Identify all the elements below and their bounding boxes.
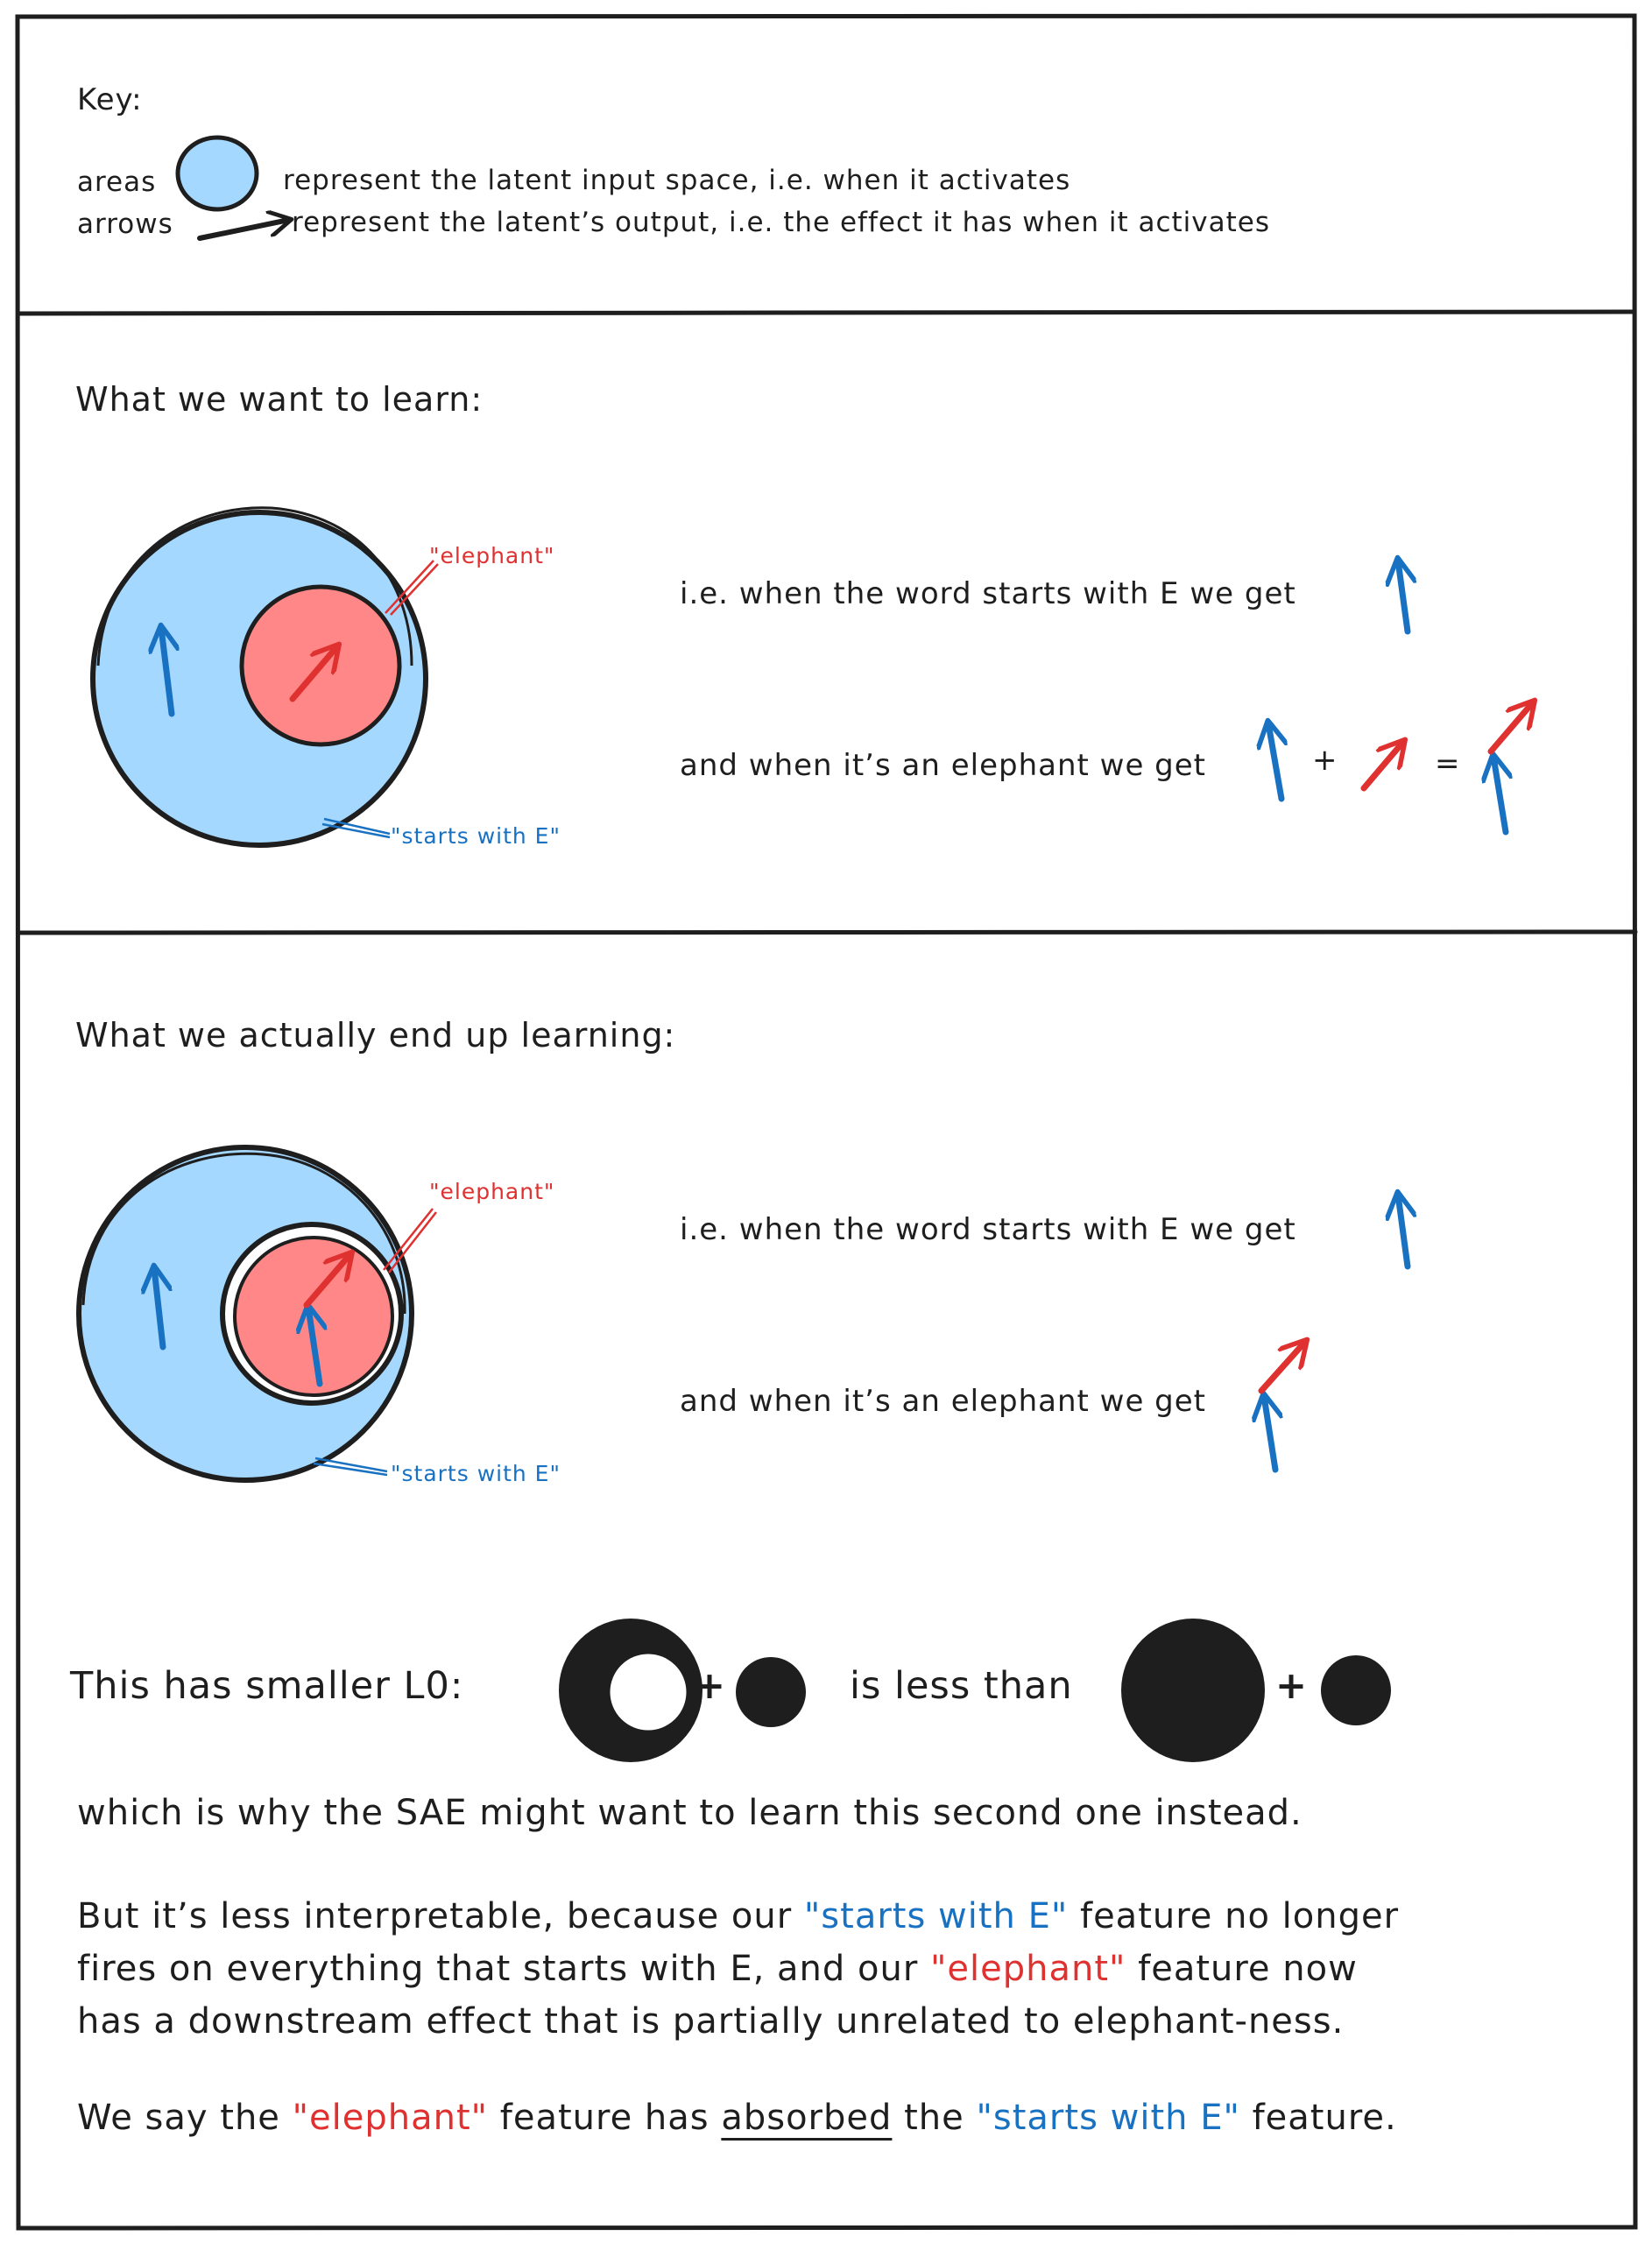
want-arrows <box>1268 561 1533 836</box>
p3-elephant: "elephant" <box>292 2098 489 2138</box>
l0-compare: is less than <box>850 1664 1073 1708</box>
key-area-icon <box>175 135 259 212</box>
blue-arrow <box>1268 723 1281 802</box>
starts-leader <box>321 817 391 839</box>
black-dot <box>1321 1655 1391 1725</box>
red-arrow <box>1360 742 1403 792</box>
l0-plus2: + <box>1275 1664 1309 1708</box>
want-heading: What we want to learn: <box>75 380 484 419</box>
elephant-area <box>233 1236 394 1397</box>
actual-starts-label: "starts with E" <box>391 1461 561 1486</box>
actual-line2: and when it’s an elephant we get <box>680 1384 1207 1419</box>
want-elephant-label: "elephant" <box>429 543 555 568</box>
key-title: Key: <box>77 82 143 117</box>
red-arrow <box>1487 702 1533 755</box>
blue-arrow <box>1398 1195 1408 1270</box>
want-plus: + <box>1312 743 1338 778</box>
actual-venn <box>76 1145 437 1483</box>
panel-borders <box>15 13 1638 2231</box>
p2-text-a: But it’s less interpretable, because our <box>77 1896 793 1936</box>
p2-elephant: "elephant" <box>929 1949 1126 1989</box>
outer-border <box>15 13 1638 2231</box>
key-arrows-label: arrows <box>77 208 173 240</box>
actual-arrows <box>1258 1195 1408 1473</box>
p3-text-c: the <box>904 2098 964 2138</box>
want-line2: and when it’s an elephant we get <box>680 748 1207 783</box>
divider-want <box>17 929 1638 935</box>
l0-intro: This has smaller L0: <box>70 1664 464 1708</box>
key-areas-label: areas <box>77 166 157 198</box>
p3-text-d: feature. <box>1252 2098 1397 2138</box>
p2-text-d: feature now <box>1138 1949 1358 1989</box>
blue-arrow <box>1493 757 1506 836</box>
elephant-leader <box>383 1208 437 1273</box>
p3-absorbed: absorbed <box>721 2098 893 2138</box>
want-venn <box>90 506 439 848</box>
key-arrows-text: represent the latent’s output, i.e. the … <box>292 207 1271 238</box>
black-dot <box>736 1657 806 1727</box>
actual-heading: What we actually end up learning: <box>75 1016 676 1054</box>
blue-arrow <box>1264 1396 1275 1473</box>
ring-hole <box>607 1651 689 1733</box>
p2-text-b: feature no longer <box>1079 1896 1400 1936</box>
red-arrow <box>303 1254 350 1308</box>
p2-starts-with-e: "starts with E" <box>803 1896 1069 1936</box>
blue-arrow <box>308 1308 320 1387</box>
p3-text-b: feature has <box>499 2098 710 2138</box>
divider-key <box>17 309 1637 316</box>
want-line1: i.e. when the word starts with E we get <box>680 576 1296 611</box>
actual-line1: i.e. when the word starts with E we get <box>680 1212 1296 1247</box>
key-areas-text: represent the latent input space, i.e. w… <box>283 165 1071 196</box>
blue-arrow <box>1398 561 1408 635</box>
conclusion-paragraph2: But it’s less interpretable, because our… <box>77 1890 1566 2048</box>
l0-plus1: + <box>694 1664 727 1708</box>
blue-arrow <box>154 1268 163 1351</box>
key-arrow-icon <box>197 220 289 241</box>
black-disc <box>1121 1619 1265 1762</box>
l0-comparison <box>559 1619 1391 1762</box>
p2-text-c: fires on everything that starts with E, … <box>77 1949 919 1989</box>
conclusion-line1: which is why the SAE might want to learn… <box>77 1793 1303 1833</box>
elephant-leader <box>385 560 439 616</box>
starts-leader <box>313 1457 388 1477</box>
red-arrow <box>1258 1342 1305 1394</box>
red-arrow <box>289 646 337 702</box>
actual-elephant-label: "elephant" <box>429 1179 555 1204</box>
p2-text-e: has a downstream effect that is partiall… <box>77 2001 1345 2042</box>
blue-arrow <box>161 628 172 717</box>
want-starts-label: "starts with E" <box>391 823 561 849</box>
conclusion-paragraph3: We say the "elephant" feature has absorb… <box>77 2091 1397 2144</box>
want-equals: = <box>1435 746 1461 781</box>
p3-starts-with-e: "starts with E" <box>976 2098 1240 2138</box>
p3-text-a: We say the <box>77 2098 280 2138</box>
